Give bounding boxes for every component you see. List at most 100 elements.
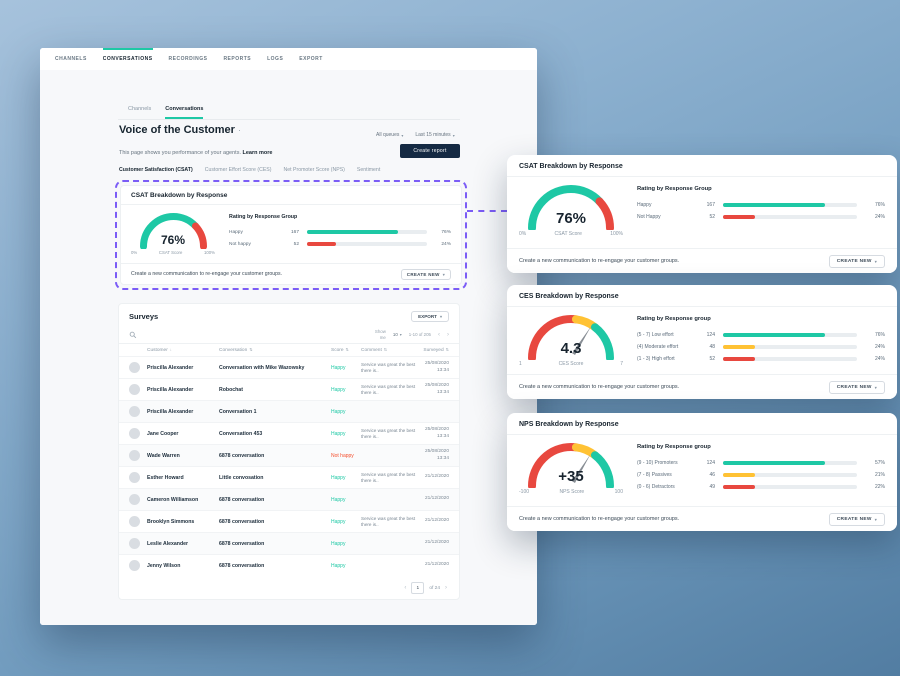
gauge-scale: 0% CSAT Score 100% — [131, 250, 215, 255]
metric-tab-1[interactable]: Customer Satisfaction (CSAT) — [119, 167, 193, 173]
chevron-down-icon: ▾ — [874, 516, 877, 522]
conversation-name[interactable]: 6878 conversation — [219, 452, 265, 459]
column-header-customer[interactable]: Customer ↓ — [147, 347, 219, 353]
table-row[interactable]: Leslie Alexander 6878 conversation Happy 21… — [119, 532, 459, 554]
divider — [118, 119, 460, 120]
rating-value: 46 — [709, 472, 715, 478]
conversation-name[interactable]: Little convosation — [219, 474, 264, 481]
avatar — [129, 384, 140, 395]
nav-item-export[interactable]: EXPORT — [299, 56, 323, 62]
table-header: Customer ↓ Conversation ⇅ Score ⇅ Comment ⇅ Surv… — [119, 344, 459, 356]
rating-label: Happy — [637, 202, 652, 208]
rating-value: 124 — [706, 460, 715, 466]
rating-title: Rating by Response Group — [637, 186, 712, 192]
table-row[interactable]: Cameron Williamson 6878 conversation Happy… — [119, 488, 459, 510]
sort-icon[interactable]: ⇅ — [249, 347, 253, 352]
csat-panel: CSAT Breakdown by Response 76% 0% CSAT Scor… — [120, 185, 462, 285]
create-new-button[interactable]: CREATE NEW ▾ — [400, 268, 451, 280]
conversation-name[interactable]: 6878 conversation — [219, 562, 265, 569]
column-header-conversation[interactable]: Conversation ⇅ — [219, 347, 331, 353]
nav-item-recordings[interactable]: RECORDINGS — [168, 56, 208, 62]
rating-bar-track — [723, 345, 857, 349]
conversation-name[interactable]: Robochat — [219, 386, 243, 393]
current-page-box[interactable]: 1 — [411, 582, 425, 594]
table-row[interactable]: Esther Howard Little convosation Happy Serv… — [119, 466, 459, 488]
time-filter[interactable]: Last 15 minutes ▾ — [415, 132, 454, 138]
export-button[interactable]: EXPORT ▾ — [411, 311, 449, 322]
prev-page-icon[interactable]: ‹ — [438, 331, 440, 338]
sub-tabs: Channels Conversations — [128, 106, 204, 119]
table-row[interactable]: Wade Warren 6878 conversation Not happy 25/… — [119, 444, 459, 466]
next-page-icon[interactable]: › — [447, 331, 449, 338]
gauge-min: -100 — [519, 489, 530, 495]
surveyed-date: 21/12/2020 — [419, 540, 449, 546]
table-row[interactable]: Priscilla Alexander Conversation 1 Happy — [119, 400, 459, 422]
learn-more-link[interactable]: Learn more — [242, 150, 273, 156]
page-size-select[interactable]: 10 ▾ — [393, 332, 402, 337]
create-new-button[interactable]: CREATE NEW ▾ — [828, 254, 885, 268]
avatar — [129, 516, 140, 527]
customer-name: Cameron Williamson — [147, 496, 199, 503]
rating-row: Happy 167 76% — [229, 226, 451, 238]
subtab-channels[interactable]: Channels — [128, 106, 152, 112]
conversation-name[interactable]: Conversation with Mike Wazowsky — [219, 364, 305, 371]
customer-name: Leslie Alexander — [147, 540, 189, 547]
conversation-name[interactable]: Conversation 1 — [219, 408, 257, 415]
rating-bar-fill — [723, 345, 756, 349]
table-row[interactable]: Jenny Wilson 6878 conversation Happy 21/12/… — [119, 554, 459, 576]
page-background: Channels Conversations Voice of the Custo… — [40, 70, 537, 625]
rating-label: (4) Moderate effort — [637, 344, 679, 350]
customer-name: Priscilla Alexander — [147, 386, 194, 393]
date-text: 21/12/2020 — [424, 540, 449, 546]
customer-name: Wade Warren — [147, 452, 180, 459]
surveyed-date: 25/08/2020 13:34 — [419, 361, 449, 373]
sort-icon[interactable]: ⇅ — [383, 347, 388, 352]
nav-item-reports[interactable]: REPORTS — [223, 56, 252, 62]
gauge: 76% 0% CSAT Score 100% — [131, 211, 215, 255]
rating-block: Rating by Response group (9 - 10) Promote… — [623, 441, 885, 495]
conversation-name[interactable]: Conversation 453 — [219, 430, 263, 437]
sort-icon[interactable]: ⇅ — [345, 347, 349, 352]
conversation-name[interactable]: 6878 conversation — [219, 540, 265, 547]
subtab-conversations[interactable]: Conversations — [165, 106, 204, 119]
table-row[interactable]: Brooklyn Simmons 6878 conversation Happy Se… — [119, 510, 459, 532]
table-row[interactable]: Priscilla Alexander Robochat Happy Service … — [119, 378, 459, 400]
next-page-icon[interactable]: › — [445, 585, 447, 591]
surveyed-date: 21/12/2020 — [419, 562, 449, 568]
metric-tab-2[interactable]: Customer Effort Score (CES) — [204, 167, 272, 173]
gauge-value: 76% — [555, 210, 587, 227]
metric-tab-3[interactable]: Net Promoter Score (NPS) — [283, 167, 345, 173]
column-label: Conversation — [219, 348, 248, 353]
queue-filter[interactable]: All queues ▾ — [376, 132, 403, 138]
nav-item-channels[interactable]: CHANNELS — [55, 56, 87, 62]
column-header-surveyed[interactable]: Surveyed ⇅ — [419, 347, 449, 353]
create-report-button[interactable]: Create report — [400, 144, 460, 158]
conversation-name[interactable]: 6878 conversation — [219, 496, 265, 503]
column-header-comment[interactable]: Comment ⇅ — [361, 347, 419, 353]
panel-footer: Create a new communication to re-engage … — [121, 263, 461, 284]
column-header-score[interactable]: Score ⇅ — [331, 347, 361, 353]
rating-bar-fill — [307, 230, 399, 234]
search-icon[interactable] — [129, 331, 137, 339]
title-menu-dot[interactable]: · — [237, 125, 241, 135]
avatar — [129, 494, 140, 505]
table-row[interactable]: Jane Cooper Conversation 453 Happy Service … — [119, 422, 459, 444]
prev-page-icon[interactable]: ‹ — [404, 585, 407, 591]
table-row[interactable]: Priscilla Alexander Conversation with Mik… — [119, 356, 459, 378]
sort-down-icon[interactable]: ↓ — [169, 347, 172, 352]
rating-value: 167 — [290, 229, 299, 235]
rating-block: Rating by Response group (5 - 7) Low effo… — [623, 313, 885, 367]
create-new-button[interactable]: CREATE NEW ▾ — [828, 512, 885, 526]
sort-icon[interactable]: ⇅ — [445, 347, 449, 352]
conversation-name[interactable]: 6878 conversation — [219, 518, 265, 525]
score-badge: Happy — [331, 562, 346, 569]
nav-item-logs[interactable]: LOGS — [267, 56, 284, 62]
metric-tabs: Customer Satisfaction (CSAT) Customer Eff… — [119, 167, 380, 173]
rating-row: (9 - 10) Promoters 124 57% — [637, 457, 885, 469]
create-new-button[interactable]: CREATE NEW ▾ — [828, 380, 885, 394]
metric-tab-4[interactable]: Sentiment — [356, 167, 381, 173]
nav-item-conversations[interactable]: CONVERSATIONS — [103, 48, 153, 70]
rating-row: Not happy 52 24% — [229, 238, 451, 250]
column-label: Customer — [147, 348, 168, 353]
time-filter-label: Last 15 minutes — [415, 132, 451, 138]
